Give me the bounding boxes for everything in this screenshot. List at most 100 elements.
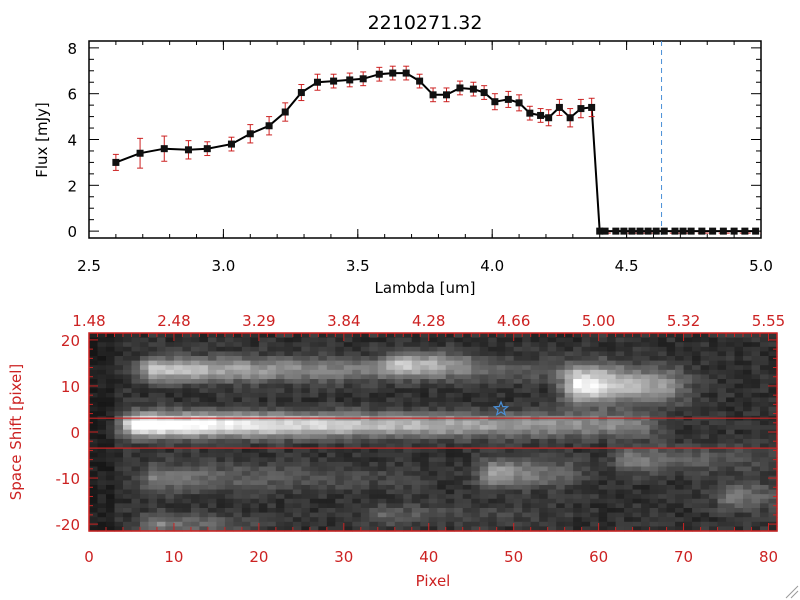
image-cell: [479, 388, 489, 394]
image-cell: [224, 494, 234, 500]
image-cell: [683, 452, 693, 458]
image-cell: [326, 512, 336, 518]
image-cell: [97, 411, 107, 417]
image-cell: [658, 379, 668, 385]
image-cell: [658, 484, 668, 491]
image-cell: [292, 461, 302, 468]
image-cell: [743, 498, 753, 504]
image-cell: [258, 365, 268, 371]
image-cell: [751, 360, 761, 366]
image-cell: [590, 351, 600, 357]
image-cell: [386, 526, 396, 532]
image-cell: [632, 471, 642, 477]
image-cell: [241, 351, 251, 357]
image-cell: [539, 425, 549, 431]
image-cell: [343, 457, 353, 463]
image-cell: [89, 402, 99, 408]
image-cell: [590, 438, 600, 445]
image-cell: [581, 517, 591, 523]
image-cell: [768, 480, 778, 486]
image-cell: [301, 466, 311, 472]
image-cell: [241, 420, 251, 426]
image-cell: [394, 443, 404, 449]
image-cell: [97, 452, 107, 458]
image-cell: [573, 498, 583, 504]
image-cell: [403, 475, 413, 481]
image-cell: [267, 379, 277, 385]
image-cell: [275, 429, 285, 435]
image-cell: [207, 337, 217, 343]
image-cell: [360, 374, 370, 380]
image-cell: [590, 383, 600, 389]
image-cell: [734, 411, 744, 417]
image-cell: [360, 452, 370, 458]
image-cell: [89, 420, 99, 426]
image-cell: [267, 526, 277, 532]
image-cell: [114, 448, 124, 454]
image-cell: [641, 452, 651, 458]
image-cell: [89, 374, 99, 380]
image-cell: [692, 411, 702, 417]
image-cell: [233, 457, 243, 463]
image-cell: [216, 475, 226, 481]
image-cell: [411, 337, 421, 343]
image-cell: [496, 388, 506, 394]
image-cell: [751, 351, 761, 357]
image-cell: [624, 369, 634, 376]
image-cell: [386, 517, 396, 523]
image-cell: [437, 337, 447, 343]
image-cell: [199, 429, 209, 435]
image-cell: [114, 369, 124, 376]
image-cell: [675, 484, 685, 491]
resize-grip[interactable]: [785, 585, 799, 599]
image-cell: [734, 374, 744, 380]
image-cell: [530, 438, 540, 445]
image-cell: [148, 365, 158, 371]
image-cell: [581, 471, 591, 477]
image-cell: [292, 443, 302, 449]
image-cell: [114, 480, 124, 486]
image-cell: [420, 365, 430, 371]
image-cell: [275, 503, 285, 509]
image-cell: [309, 471, 319, 477]
image-cell: [462, 466, 472, 472]
image-cell: [394, 489, 404, 495]
image-cell: [556, 360, 566, 366]
image-cell: [173, 342, 184, 348]
image-cell: [352, 392, 362, 399]
image-cell: [666, 369, 676, 376]
image-cell: [479, 392, 489, 399]
image-cell: [275, 374, 285, 380]
image-cell: [488, 374, 498, 380]
image-cell: [301, 507, 311, 514]
image-cell: [394, 369, 404, 376]
image-cell: [114, 484, 124, 491]
image-cell: [267, 342, 277, 348]
image-cell: [97, 356, 107, 362]
image-cell: [207, 484, 217, 491]
image-cell: [479, 521, 489, 527]
image-cell: [292, 365, 302, 371]
image-cell: [547, 471, 557, 477]
image-cell: [122, 452, 133, 458]
image-cell: [241, 411, 251, 417]
image-cell: [199, 337, 209, 343]
image-cell: [318, 434, 328, 440]
image-cell: [641, 356, 651, 362]
image-cell: [539, 512, 549, 518]
image-cell: [479, 397, 489, 403]
image-cell: [760, 356, 770, 362]
image-cell: [649, 480, 659, 486]
image-cell: [471, 489, 481, 495]
image-cell: [513, 333, 523, 339]
image-cell: [165, 411, 175, 417]
image-cell: [632, 503, 642, 509]
image-cell: [386, 466, 396, 472]
image-cell: [318, 388, 328, 394]
image-cell: [590, 475, 600, 481]
image-cell: [624, 494, 634, 500]
image-cell: [182, 365, 192, 371]
image-cell: [437, 526, 447, 532]
image-cell: [522, 411, 532, 417]
image-cell: [89, 526, 99, 532]
